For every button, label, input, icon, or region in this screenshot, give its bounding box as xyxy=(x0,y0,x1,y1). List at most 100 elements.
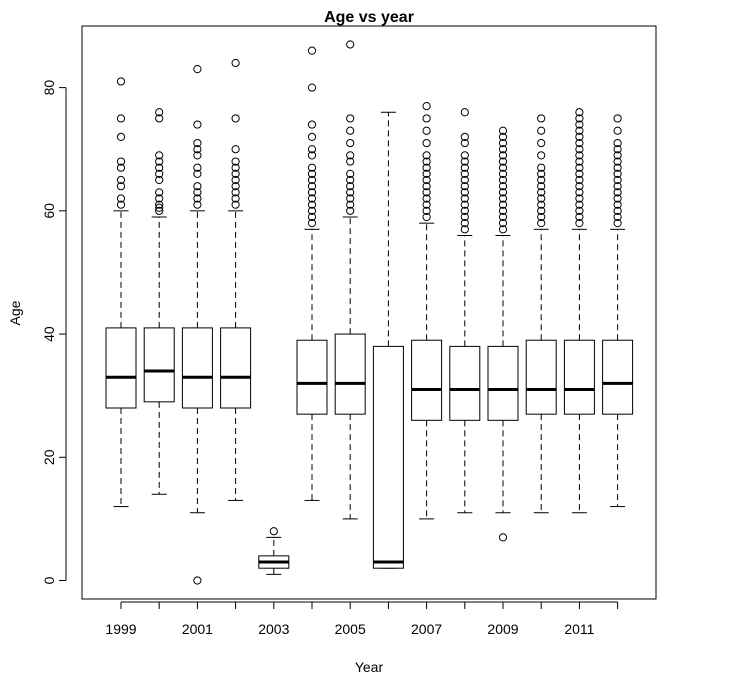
outlier-point xyxy=(575,200,584,209)
outlier-point xyxy=(613,163,622,172)
box-2011 xyxy=(563,108,595,514)
outlier-point xyxy=(613,188,622,197)
outlier-point xyxy=(460,163,469,172)
outlier-point xyxy=(498,206,508,215)
outlier-point xyxy=(231,58,240,68)
outlier-point xyxy=(575,206,584,215)
outlier-point xyxy=(346,40,355,49)
outlier-point xyxy=(307,175,317,185)
outlier-point xyxy=(116,182,126,191)
outlier-point xyxy=(231,194,240,203)
outlier-point xyxy=(307,194,317,203)
outlier-point xyxy=(155,203,164,212)
outlier-point xyxy=(116,163,126,172)
outlier-point xyxy=(613,206,622,215)
outlier-point xyxy=(460,200,469,209)
outlier-point xyxy=(307,132,317,142)
outlier-point xyxy=(498,194,508,203)
outlier-point xyxy=(498,188,508,197)
outlier-point xyxy=(231,157,240,166)
box-2009 xyxy=(487,126,519,542)
y-axis-label: Age xyxy=(7,300,23,325)
iqr-box xyxy=(143,327,175,403)
outlier-point xyxy=(575,163,584,172)
box-2008 xyxy=(449,108,481,514)
y-tick-label: 20 xyxy=(41,449,57,465)
outlier-point xyxy=(346,200,355,209)
iqr-box xyxy=(105,327,137,409)
y-tick-label: 80 xyxy=(41,80,57,96)
outlier-point xyxy=(422,126,431,135)
outlier-point xyxy=(498,132,508,142)
outlier-point xyxy=(307,151,317,160)
outlier-point xyxy=(231,188,240,197)
outlier-point xyxy=(231,182,240,191)
outlier-point xyxy=(460,212,469,222)
outlier-point xyxy=(422,101,431,111)
x-tick-label: 2005 xyxy=(335,621,366,637)
outlier-point xyxy=(422,114,431,123)
outlier-point xyxy=(498,145,508,154)
outlier-point xyxy=(498,157,508,166)
x-tick-label: 2003 xyxy=(258,621,289,637)
outlier-point xyxy=(575,169,584,178)
outlier-point xyxy=(460,169,469,178)
outlier-point xyxy=(307,163,317,172)
box-2012 xyxy=(602,114,634,508)
outlier-point xyxy=(575,175,584,185)
box-2006 xyxy=(372,111,404,569)
outlier-point xyxy=(155,194,164,203)
outlier-point xyxy=(231,114,240,123)
outlier-point xyxy=(498,212,508,222)
outlier-point xyxy=(193,194,202,203)
outlier-point xyxy=(346,175,355,185)
outlier-point xyxy=(575,212,584,222)
outlier-point xyxy=(116,77,126,86)
box-2000 xyxy=(143,108,175,495)
outlier-point xyxy=(537,151,546,160)
outlier-point xyxy=(498,200,508,209)
outlier-point xyxy=(537,169,546,178)
outlier-point xyxy=(537,219,546,228)
outlier-point xyxy=(498,175,508,185)
box-2003 xyxy=(258,527,290,575)
outlier-point xyxy=(155,188,164,197)
outlier-point xyxy=(193,200,202,209)
outlier-point xyxy=(346,206,355,215)
outlier-point xyxy=(307,46,317,55)
outlier-point xyxy=(498,225,508,234)
outlier-point xyxy=(231,163,240,172)
box-2004 xyxy=(296,46,328,501)
y-tick-label: 0 xyxy=(41,576,57,584)
iqr-box xyxy=(334,333,366,415)
outlier-point xyxy=(155,163,164,172)
chart-title: Age vs year xyxy=(324,9,414,26)
x-axis: 1999 2001 2003 2005 2007 2009 2011 xyxy=(105,601,619,637)
outlier-point xyxy=(346,126,355,135)
outlier-point xyxy=(498,219,508,228)
iqr-box xyxy=(602,339,634,415)
outlier-point xyxy=(346,157,355,166)
outlier-point xyxy=(575,151,584,160)
outlier-point xyxy=(613,157,622,166)
outlier-point xyxy=(613,182,622,191)
iqr-box xyxy=(525,339,557,415)
outlier-point xyxy=(231,175,240,185)
outlier-point xyxy=(307,206,317,215)
outlier-point xyxy=(307,212,317,222)
box-2001 xyxy=(181,65,213,585)
outlier-point xyxy=(613,219,622,228)
iqr-box xyxy=(449,345,481,421)
outlier-point xyxy=(613,126,622,135)
outlier-point xyxy=(307,120,317,129)
outlier-point xyxy=(269,527,278,536)
outlier-point xyxy=(460,132,469,142)
outlier-point xyxy=(307,83,317,92)
outlier-point xyxy=(116,175,126,185)
outlier-point xyxy=(613,169,622,178)
outlier-point xyxy=(498,533,508,542)
iqr-box xyxy=(220,327,252,409)
outlier-point xyxy=(460,194,469,203)
outlier-point xyxy=(537,188,546,197)
